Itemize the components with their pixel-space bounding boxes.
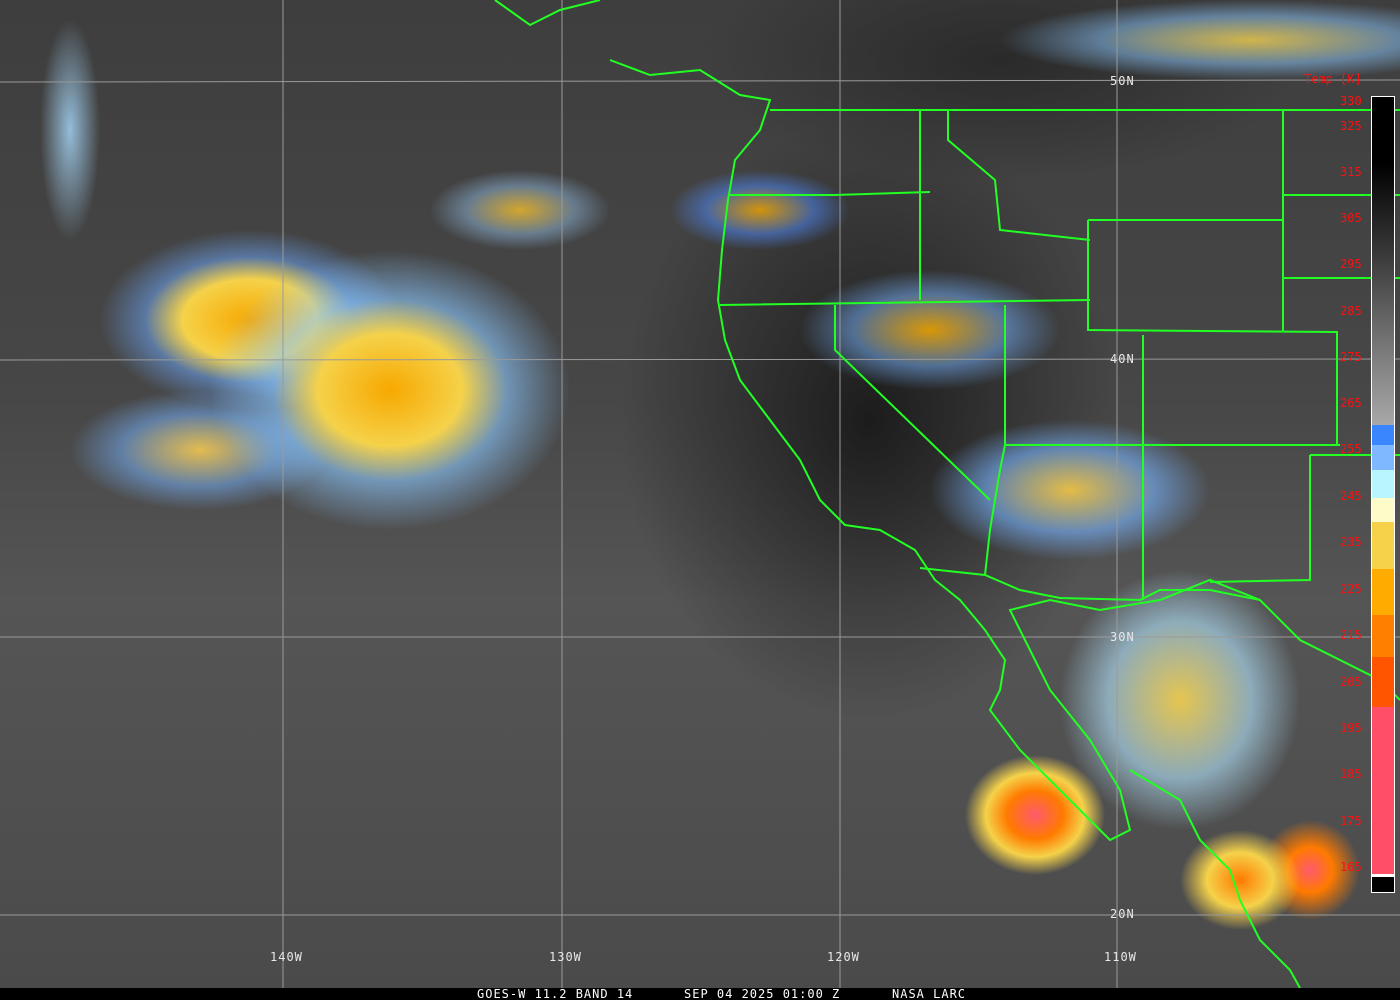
colorbar-tick-label: 315 bbox=[1340, 165, 1362, 179]
colorbar-tick-label: 255 bbox=[1340, 442, 1362, 456]
colorbar-tick-label: 225 bbox=[1340, 582, 1362, 596]
lon-label-140w: 140W bbox=[270, 950, 303, 964]
colorbar-separator bbox=[1372, 874, 1394, 877]
temperature-colorbar bbox=[1371, 96, 1395, 893]
colorbar-segment-paleyellow bbox=[1372, 498, 1394, 522]
colorbar-tick-label: 295 bbox=[1340, 257, 1362, 271]
lat-line-50n bbox=[0, 79, 1400, 83]
colorbar-tick-label: 175 bbox=[1340, 814, 1362, 828]
caption-satellite: GOES-W 11.2 BAND 14 bbox=[477, 987, 634, 1000]
image-caption: GOES-W 11.2 BAND 14 SEP 04 2025 01:00 Z … bbox=[0, 988, 1400, 1000]
colorbar-tick-label: 205 bbox=[1340, 675, 1362, 689]
caption-source: NASA LARC bbox=[892, 987, 967, 1000]
colorbar-segment-orange bbox=[1372, 569, 1394, 615]
colorbar-segment-gray bbox=[1372, 97, 1394, 425]
coastline bbox=[494, 0, 1400, 989]
lat-line-40n bbox=[0, 358, 1400, 361]
lon-label-130w: 130W bbox=[549, 950, 582, 964]
caption-datetime: SEP 04 2025 01:00 Z bbox=[684, 987, 841, 1000]
colorbar-tick-label: 275 bbox=[1340, 350, 1362, 364]
colorbar-tick-label: 330 bbox=[1340, 94, 1362, 108]
colorbar-segment-cyan bbox=[1372, 470, 1394, 498]
colorbar-tick-label: 325 bbox=[1340, 119, 1362, 133]
colorbar-tick-label: 185 bbox=[1340, 767, 1362, 781]
lat-label-20n: 20N bbox=[1110, 907, 1135, 921]
lat-label-50n: 50N bbox=[1110, 74, 1135, 88]
colorbar-tick-label: 305 bbox=[1340, 211, 1362, 225]
lat-label-30n: 30N bbox=[1110, 630, 1135, 644]
state-borders bbox=[719, 110, 1400, 600]
colorbar-segment-pink bbox=[1372, 707, 1394, 874]
colorbar-tick-label: 215 bbox=[1340, 628, 1362, 642]
colorbar-segment-lightblue bbox=[1372, 445, 1394, 470]
coastlines-and-borders bbox=[494, 0, 1400, 989]
colorbar-tick-label: 245 bbox=[1340, 489, 1362, 503]
colorbar-title: Temp [K] bbox=[1304, 72, 1362, 86]
colorbar-tick-label: 235 bbox=[1340, 535, 1362, 549]
lon-label-110w: 110W bbox=[1104, 950, 1137, 964]
colorbar-segment-darkorange bbox=[1372, 615, 1394, 657]
colorbar-tick-label: 285 bbox=[1340, 304, 1362, 318]
colorbar-tick-label: 195 bbox=[1340, 721, 1362, 735]
colorbar-segment-yellow bbox=[1372, 522, 1394, 569]
colorbar-tick-label: 165 bbox=[1340, 860, 1362, 874]
colorbar-tick-label: 265 bbox=[1340, 396, 1362, 410]
colorbar-segment-blue bbox=[1372, 425, 1394, 445]
colorbar-segment-redorange bbox=[1372, 657, 1394, 707]
lon-label-120w: 120W bbox=[827, 950, 860, 964]
lat-label-40n: 40N bbox=[1110, 352, 1135, 366]
us-mexico-border bbox=[919, 567, 1261, 602]
colorbar-segment-black bbox=[1372, 877, 1394, 892]
